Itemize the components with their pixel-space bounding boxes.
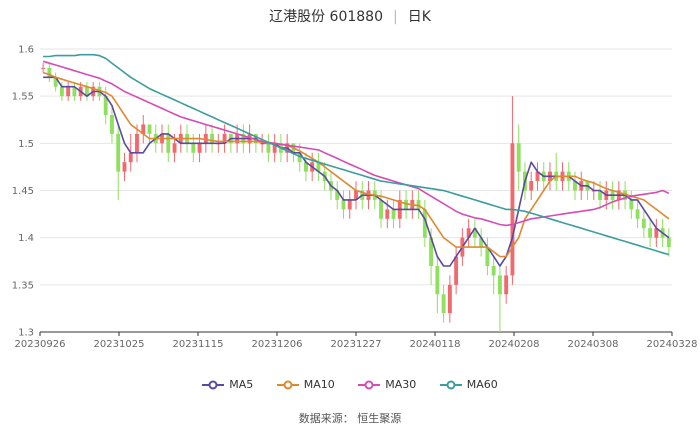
legend-item-ma10[interactable]: MA10 bbox=[276, 378, 335, 391]
candle-body bbox=[479, 237, 484, 248]
candle-body bbox=[354, 190, 358, 200]
candle-body bbox=[529, 181, 534, 191]
candle-body bbox=[147, 124, 152, 134]
candle-body bbox=[335, 190, 340, 200]
candle-body bbox=[641, 218, 646, 229]
x-tick-label: 20231227 bbox=[331, 339, 382, 350]
x-tick-label: 20240118 bbox=[410, 339, 461, 350]
candle-body bbox=[429, 237, 434, 266]
x-tick-label: 20240208 bbox=[489, 339, 540, 350]
candle-body bbox=[629, 199, 634, 210]
candle-body bbox=[666, 237, 671, 248]
candle-body bbox=[66, 86, 71, 97]
y-tick-label: 1.35 bbox=[12, 280, 34, 291]
candle-body bbox=[416, 199, 421, 210]
candle-body bbox=[59, 86, 64, 97]
candle-body bbox=[122, 162, 127, 172]
candle-body bbox=[191, 143, 196, 153]
x-tick-label: 20231025 bbox=[94, 339, 145, 350]
candle-body bbox=[491, 265, 496, 276]
candle-body bbox=[404, 199, 408, 210]
candle-body bbox=[347, 199, 352, 210]
candle-body bbox=[41, 67, 46, 69]
legend-item-ma5[interactable]: MA5 bbox=[202, 378, 253, 391]
y-tick-label: 1.55 bbox=[12, 92, 34, 103]
candle-body bbox=[535, 171, 540, 182]
candle-body bbox=[297, 152, 302, 163]
candle-body bbox=[103, 96, 108, 116]
x-tick-label: 20231115 bbox=[173, 339, 224, 350]
ma-line-ma60 bbox=[43, 53, 670, 256]
candle-body bbox=[128, 152, 133, 163]
candle-body bbox=[53, 77, 58, 87]
legend-item-ma30[interactable]: MA30 bbox=[358, 378, 416, 391]
candle-body bbox=[435, 265, 440, 295]
candle-body bbox=[47, 67, 52, 78]
legend-label-ma10: MA10 bbox=[303, 378, 335, 391]
candle-body bbox=[210, 133, 215, 144]
legend-label-ma5: MA5 bbox=[229, 378, 254, 391]
stock-title: 辽港股份 601880 bbox=[269, 9, 383, 25]
candle-body bbox=[654, 228, 659, 238]
candle-body bbox=[222, 133, 227, 144]
title-separator: | bbox=[393, 9, 398, 25]
candle-body bbox=[172, 143, 177, 153]
candle-body bbox=[472, 228, 477, 238]
candle-body bbox=[379, 199, 383, 219]
candle-body bbox=[391, 209, 396, 219]
legend-label-ma30: MA30 bbox=[385, 378, 417, 391]
candle-body bbox=[573, 181, 577, 191]
candle-body bbox=[272, 143, 277, 153]
chart-legend: MA5 MA10 MA30 MA60 bbox=[0, 378, 700, 394]
candle-body bbox=[648, 228, 653, 238]
candle-body bbox=[598, 190, 602, 200]
ma-line-ma30 bbox=[42, 60, 670, 227]
ma-line-ma10 bbox=[42, 71, 670, 258]
x-tick-label: 20240308 bbox=[568, 339, 619, 350]
x-tick-label: 20231206 bbox=[252, 339, 303, 350]
candle-body bbox=[447, 284, 452, 314]
candle-body bbox=[422, 209, 427, 238]
candle-body bbox=[304, 162, 308, 172]
period-label: 日K bbox=[407, 9, 431, 25]
candle-body bbox=[141, 124, 146, 134]
x-tick-label: 20230926 bbox=[15, 339, 66, 350]
chart-title: 辽港股份 601880 | 日K bbox=[0, 6, 700, 26]
y-tick-label: 1.4 bbox=[18, 233, 34, 244]
legend-item-ma60[interactable]: MA60 bbox=[439, 378, 498, 391]
y-tick-label: 1.3 bbox=[18, 328, 34, 339]
candle-body bbox=[84, 86, 89, 97]
data-source: 数据来源： 恒生聚源 bbox=[298, 412, 402, 425]
candle-body bbox=[454, 256, 459, 285]
legend-label-ma60: MA60 bbox=[466, 378, 498, 391]
candle-body bbox=[466, 228, 471, 238]
candle-body bbox=[485, 247, 490, 266]
candle-body bbox=[166, 133, 171, 153]
x-tick-label: 20240328 bbox=[647, 339, 698, 350]
candle-body bbox=[135, 133, 139, 153]
candle-body bbox=[266, 143, 271, 153]
candle-body bbox=[116, 133, 121, 172]
candle-body bbox=[504, 275, 509, 295]
candle-body bbox=[341, 199, 346, 210]
y-tick-label: 1.45 bbox=[12, 186, 34, 197]
candle-body bbox=[635, 209, 640, 219]
candle-body bbox=[110, 115, 114, 134]
y-tick-label: 1.5 bbox=[18, 139, 34, 150]
candle-body bbox=[497, 275, 502, 295]
candle-body bbox=[316, 162, 321, 172]
candle-body bbox=[441, 294, 446, 314]
candle-body bbox=[203, 133, 208, 144]
candle-body bbox=[385, 209, 390, 219]
y-tick-label: 1.6 bbox=[18, 45, 34, 56]
candle-body bbox=[72, 86, 77, 97]
candle-body bbox=[197, 143, 202, 153]
candle-body bbox=[516, 143, 521, 172]
